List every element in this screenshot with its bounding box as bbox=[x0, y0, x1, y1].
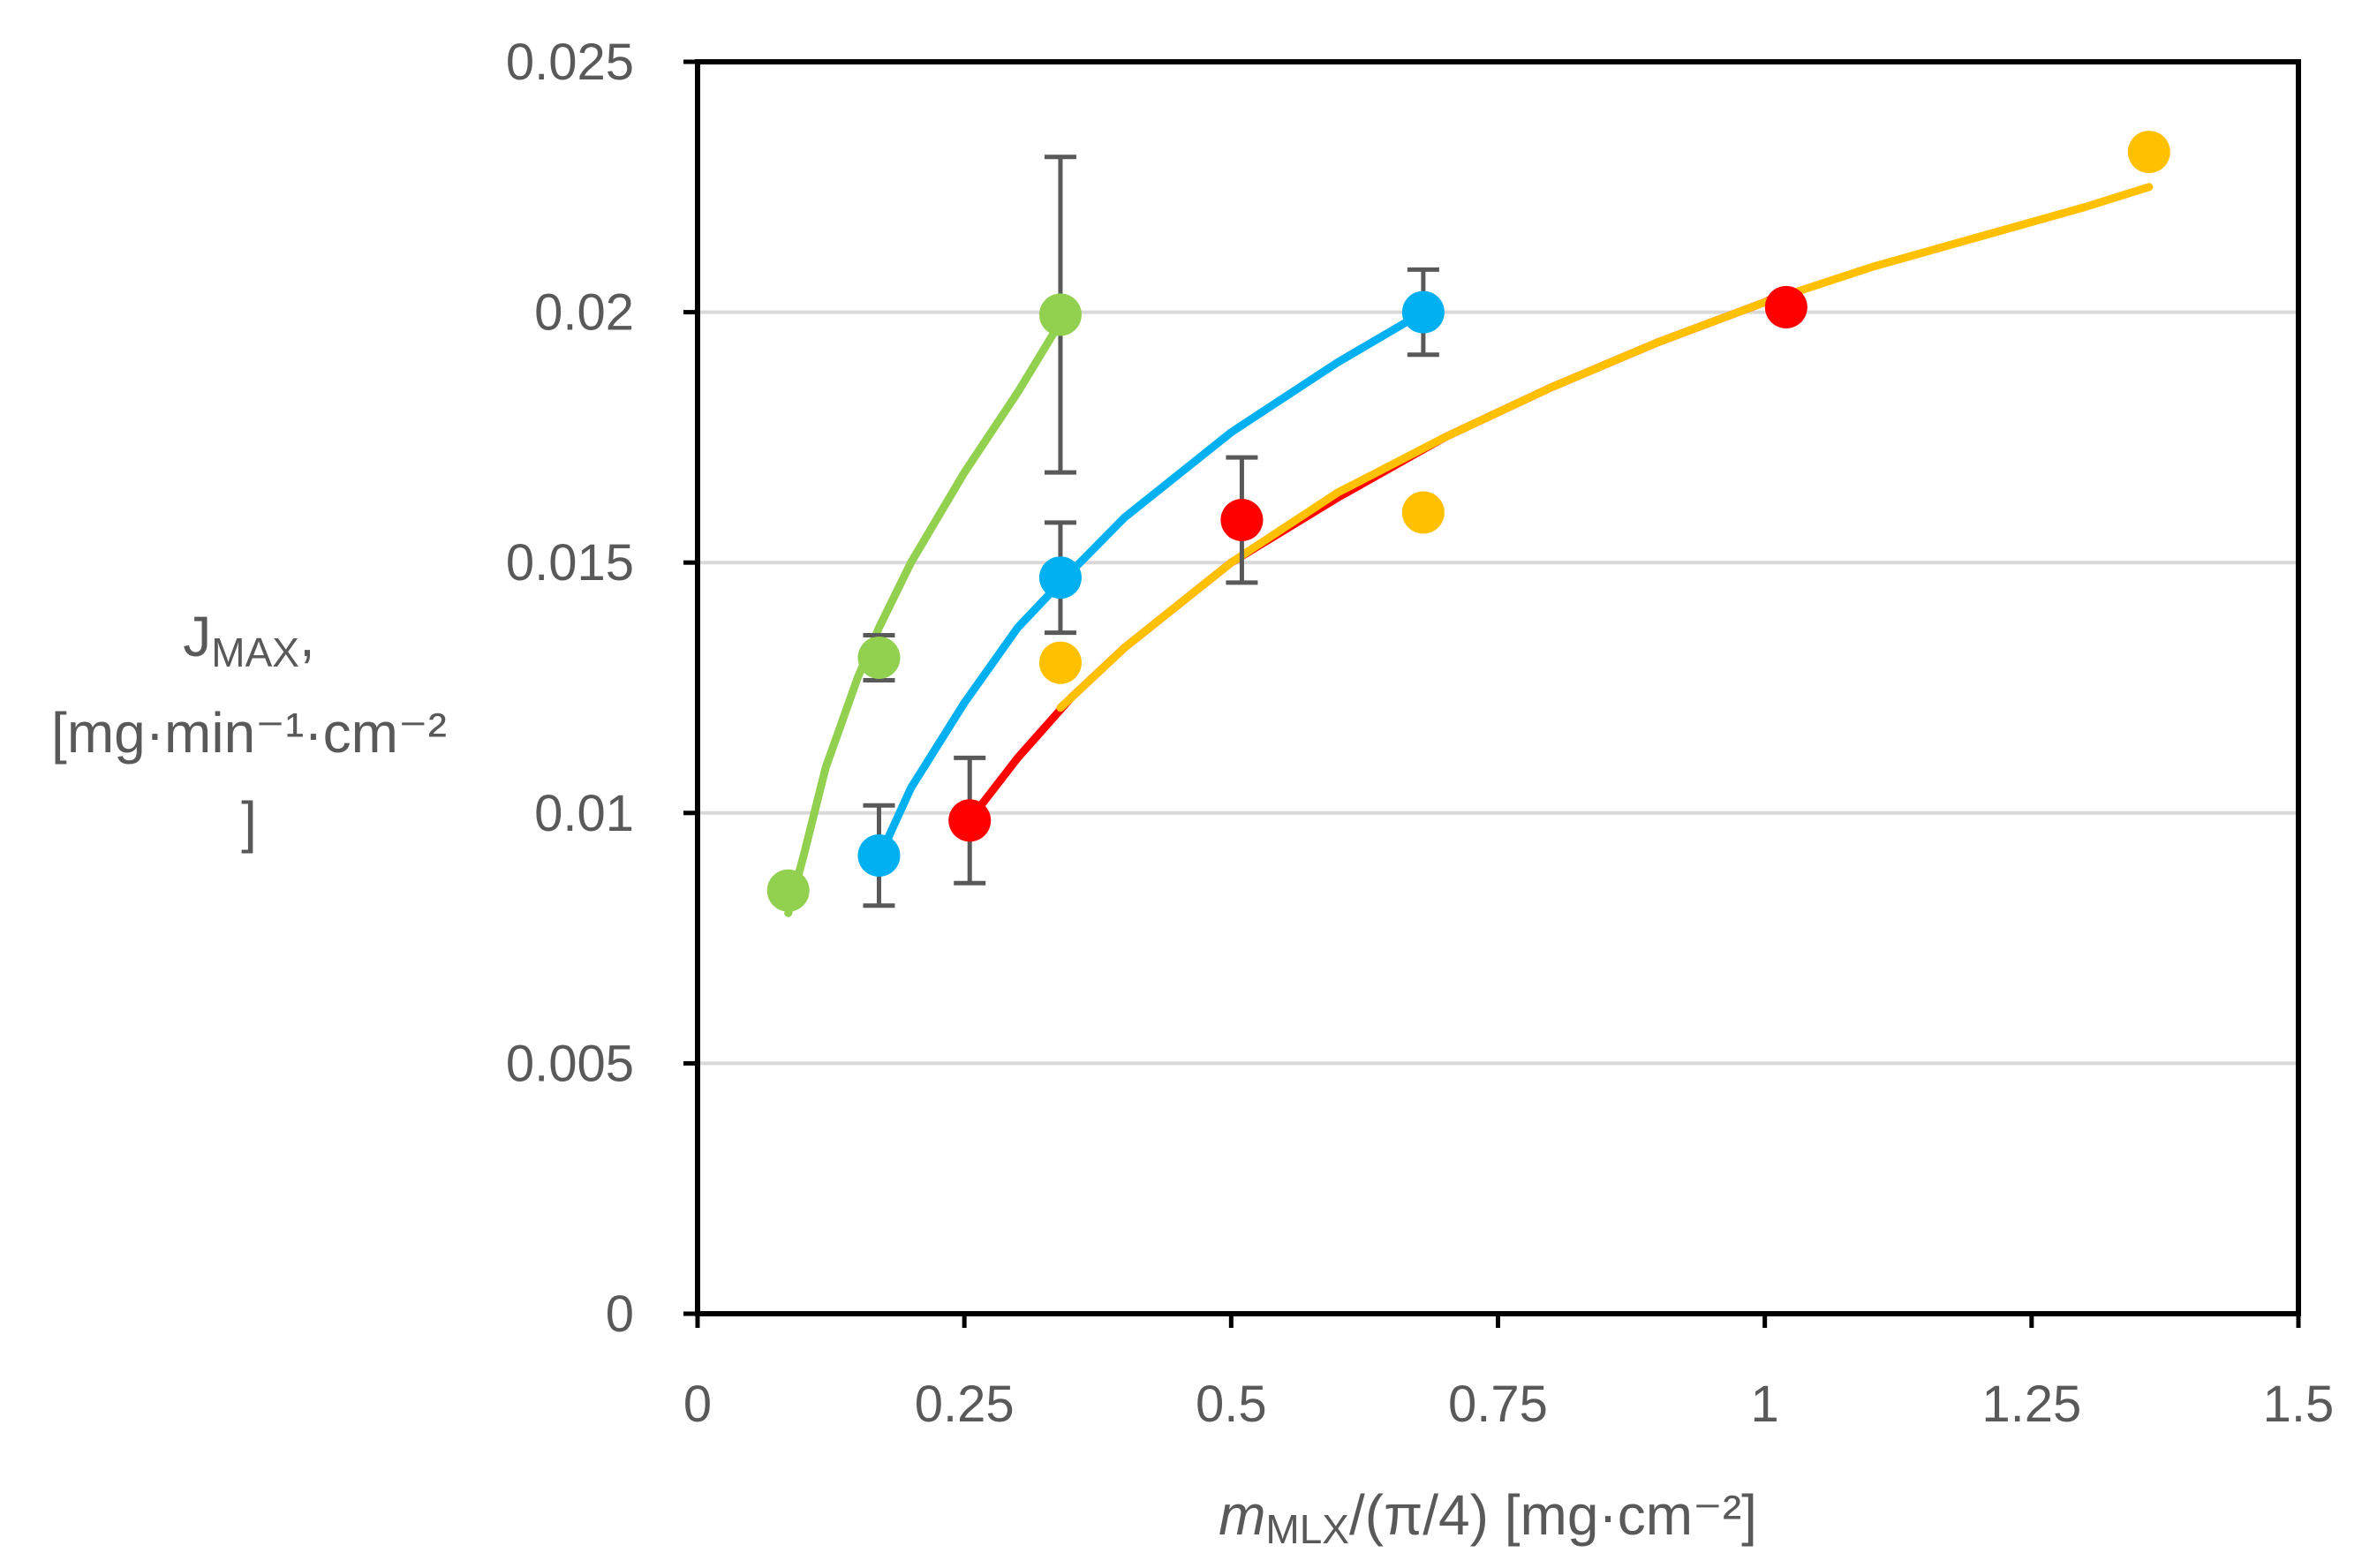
axes bbox=[683, 59, 2301, 1328]
y-axis-title: JMAX, bbox=[183, 605, 314, 675]
data-point-green-0 bbox=[766, 869, 810, 912]
data-point-orange-1 bbox=[1401, 491, 1445, 534]
x-axis-title-subscript: MLX bbox=[1265, 1506, 1349, 1552]
x-axis-title-rest: /(π/4) [mg·cm⁻²] bbox=[1349, 1483, 1757, 1547]
fit-curve-red bbox=[970, 288, 1791, 818]
y-tick-label-3: 0.015 bbox=[506, 534, 634, 592]
fit-curves bbox=[784, 183, 2154, 917]
x-tick-label-4: 1 bbox=[1751, 1376, 1779, 1433]
fit-curve-orange bbox=[1056, 183, 2154, 712]
data-points bbox=[766, 131, 2170, 912]
y-tick-label-5: 0.025 bbox=[506, 34, 634, 91]
x-tick-label-0: 0 bbox=[683, 1376, 712, 1433]
data-point-red-1 bbox=[1220, 498, 1264, 541]
tick-labels: 0 0.25 0.5 0.75 1 1.25 1.5 0 0.005 0.01 0.015 0.02 0… bbox=[506, 34, 2334, 1433]
data-point-blue-0 bbox=[857, 834, 901, 878]
x-axis-title-italic: m bbox=[1219, 1483, 1265, 1547]
y-tick-label-0: 0 bbox=[606, 1285, 634, 1343]
y-axis-title-line2: [mg·min⁻¹·cm⁻² bbox=[51, 701, 447, 765]
y-axis-title-suffix: , bbox=[299, 605, 315, 668]
data-point-red-0 bbox=[948, 799, 992, 842]
data-point-green-2 bbox=[1038, 293, 1082, 336]
fit-curve-green bbox=[784, 318, 1065, 917]
error-bars bbox=[863, 155, 1802, 908]
data-point-orange-0 bbox=[1038, 641, 1082, 684]
y-tick-label-4: 0.02 bbox=[534, 284, 634, 342]
x-tick-label-2: 0.5 bbox=[1196, 1376, 1267, 1433]
grid-lines bbox=[698, 310, 2298, 1066]
data-point-orange-2 bbox=[2127, 131, 2170, 174]
x-axis-title: mMLX/(π/4) [mg·cm⁻²] bbox=[1219, 1483, 1757, 1552]
data-point-green-1 bbox=[857, 636, 901, 679]
x-tick-label-6: 1.5 bbox=[2263, 1376, 2335, 1433]
y-tick-label-2: 0.01 bbox=[534, 785, 634, 842]
y-axis-title-subscript: MAX bbox=[211, 629, 299, 675]
plot-frame bbox=[695, 59, 2301, 1316]
x-tick-label-1: 0.25 bbox=[915, 1376, 1015, 1433]
y-axis-title-line3: ] bbox=[241, 790, 257, 854]
data-point-blue-2 bbox=[1401, 290, 1445, 334]
data-point-red-2 bbox=[1764, 285, 1807, 328]
y-axis-title-main: J bbox=[183, 605, 211, 668]
x-tick-label-5: 1.25 bbox=[1981, 1376, 2081, 1433]
y-tick-label-1: 0.005 bbox=[506, 1035, 634, 1092]
fit-curve-blue bbox=[875, 308, 1428, 863]
data-point-blue-1 bbox=[1038, 556, 1082, 599]
x-tick-label-3: 0.75 bbox=[1448, 1376, 1548, 1433]
